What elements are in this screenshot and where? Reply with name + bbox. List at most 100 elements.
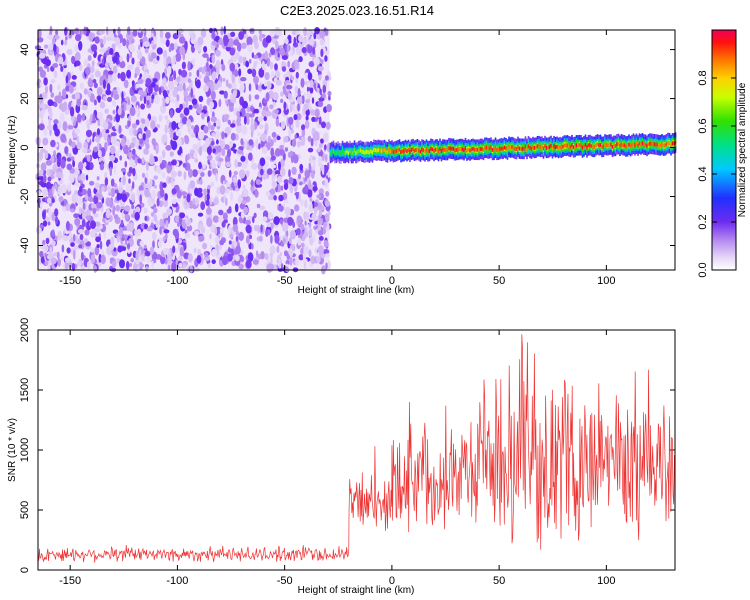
signal-cell — [430, 146, 432, 151]
noise-cell — [230, 82, 237, 90]
noise-cell — [295, 192, 299, 200]
noise-cell — [109, 154, 116, 162]
signal-cell — [643, 142, 645, 147]
noise-cell — [42, 137, 49, 146]
noise-cell — [151, 94, 155, 100]
noise-cell — [189, 265, 193, 273]
noise-cell — [152, 231, 157, 241]
noise-cell — [43, 174, 47, 184]
noise-cell — [135, 250, 139, 261]
noise-cell — [280, 120, 286, 130]
noise-cell — [112, 65, 118, 75]
noise-cell — [307, 43, 313, 54]
noise-cell — [67, 125, 74, 130]
signal-cell — [365, 149, 368, 154]
noise-cell — [215, 49, 221, 57]
colorbar-tick-label: 0.8 — [697, 70, 709, 85]
noise-cell — [141, 157, 145, 164]
noise-cell — [320, 58, 324, 65]
noise-cell — [181, 116, 188, 125]
noise-cell — [211, 31, 216, 40]
noise-cell — [289, 230, 296, 240]
noise-cell — [254, 188, 259, 198]
noise-cell — [126, 53, 130, 63]
signal-cell — [440, 149, 443, 153]
noise-cell — [129, 44, 136, 53]
noise-cell — [116, 192, 120, 201]
noise-cell — [255, 250, 259, 257]
noise-cell — [274, 234, 280, 244]
noise-cell — [251, 162, 258, 170]
signal-cell — [496, 147, 498, 152]
noise-cell — [195, 79, 201, 89]
noise-cell — [184, 135, 190, 145]
signal-cell — [542, 146, 545, 151]
noise-cell — [187, 97, 194, 102]
signal-cell — [581, 145, 584, 150]
noise-cell — [136, 61, 141, 68]
noise-cell — [290, 129, 294, 134]
signal-cell — [457, 147, 459, 152]
signal-cell — [493, 147, 495, 152]
noise-cell — [110, 132, 117, 137]
noise-cell — [91, 60, 95, 67]
noise-cell — [258, 124, 264, 130]
spectrogram-x-tick-label: 50 — [493, 275, 505, 287]
noise-cell — [327, 170, 331, 178]
noise-cell — [42, 239, 46, 246]
noise-cell — [52, 163, 58, 173]
noise-cell — [61, 88, 67, 98]
noise-cell — [59, 112, 65, 123]
noise-cell — [284, 250, 288, 257]
noise-cell — [245, 112, 251, 119]
signal-cell — [671, 141, 674, 146]
noise-cell — [168, 46, 172, 53]
noise-cell — [65, 261, 69, 270]
noise-cell — [85, 129, 93, 138]
noise-cell — [279, 252, 283, 257]
noise-cell — [327, 260, 331, 270]
noise-cell — [273, 195, 277, 201]
noise-cell — [209, 233, 212, 240]
noise-cell — [117, 245, 123, 253]
noise-cell — [165, 39, 170, 47]
noise-cell — [219, 90, 225, 95]
signal-cell — [629, 144, 632, 149]
noise-cell — [222, 212, 228, 220]
noise-cell — [237, 179, 242, 189]
noise-cell — [187, 253, 193, 263]
noise-cell — [139, 240, 144, 247]
noise-cell — [276, 135, 281, 141]
noise-cell — [288, 37, 292, 43]
noise-cell — [325, 153, 328, 163]
noise-cell — [160, 37, 167, 44]
noise-cell — [64, 257, 70, 263]
noise-cell — [174, 42, 178, 50]
noise-cell — [249, 59, 252, 64]
signal-cell — [388, 147, 390, 152]
snr-y-tick-label: 1000 — [19, 438, 31, 462]
noise-cell — [235, 230, 239, 236]
signal-cell — [472, 146, 474, 151]
noise-cell — [267, 195, 274, 200]
spectrogram-x-tick-label: 100 — [597, 275, 615, 287]
noise-cell — [120, 168, 126, 172]
noise-cell — [215, 35, 220, 41]
noise-cell — [193, 127, 197, 134]
noise-cell — [232, 224, 239, 233]
noise-cell — [39, 69, 47, 78]
noise-cell — [94, 182, 100, 190]
noise-cell — [269, 245, 276, 255]
noise-cell — [318, 230, 324, 236]
noise-cell — [123, 234, 128, 239]
spectrogram-x-tick-label: -150 — [59, 275, 81, 287]
noise-cell — [120, 219, 124, 227]
noise-cell — [225, 197, 228, 206]
noise-cell — [252, 216, 255, 224]
noise-cell — [128, 152, 132, 161]
noise-cell — [40, 162, 47, 171]
noise-cell — [219, 185, 226, 195]
noise-cell — [165, 144, 172, 151]
noise-cell — [238, 55, 243, 64]
noise-cell — [56, 251, 60, 260]
